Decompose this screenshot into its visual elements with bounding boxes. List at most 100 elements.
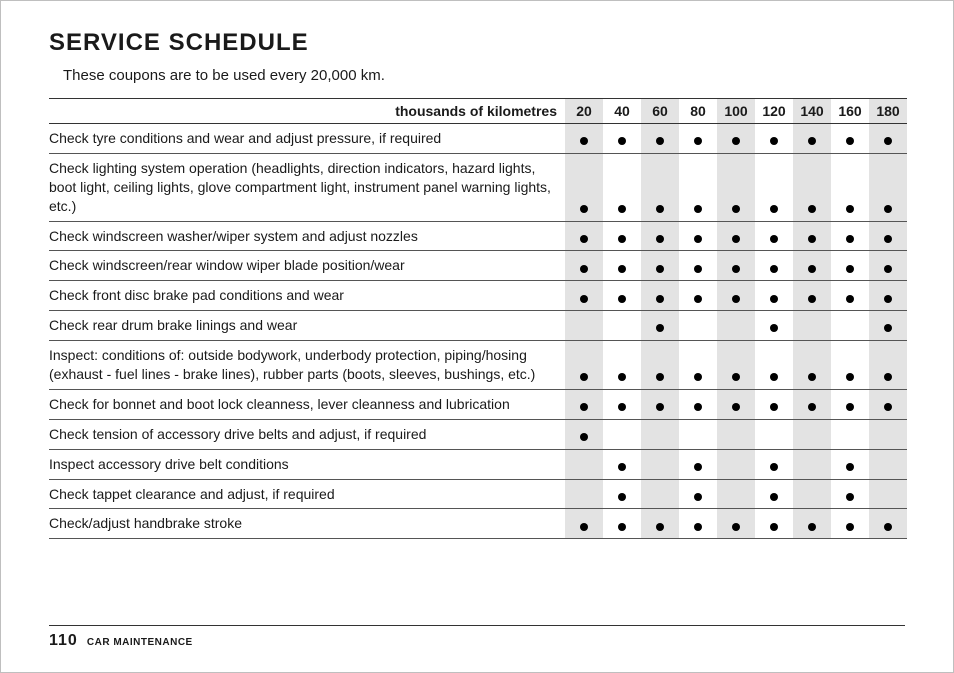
schedule-cell (641, 479, 679, 509)
km-col-header: 120 (755, 99, 793, 124)
row-description: Check/adjust handbrake stroke (49, 509, 565, 539)
dot-icon (808, 373, 816, 381)
dot-icon (618, 265, 626, 273)
dot-icon (808, 295, 816, 303)
dot-icon (732, 137, 740, 145)
schedule-cell (793, 419, 831, 449)
dot-icon (656, 403, 664, 411)
schedule-cell (831, 153, 869, 221)
schedule-cell (869, 389, 907, 419)
schedule-cell (831, 419, 869, 449)
schedule-cell (717, 449, 755, 479)
schedule-cell (755, 251, 793, 281)
schedule-cell (565, 449, 603, 479)
dot-icon (694, 463, 702, 471)
dot-icon (770, 137, 778, 145)
schedule-cell (755, 389, 793, 419)
dot-icon (694, 493, 702, 501)
dot-icon (580, 373, 588, 381)
dot-icon (884, 295, 892, 303)
schedule-cell (565, 509, 603, 539)
schedule-cell (831, 124, 869, 154)
dot-icon (770, 403, 778, 411)
dot-icon (580, 205, 588, 213)
dot-icon (618, 523, 626, 531)
schedule-cell (565, 479, 603, 509)
dot-icon (770, 205, 778, 213)
dot-icon (732, 403, 740, 411)
schedule-cell (755, 341, 793, 390)
dot-icon (618, 403, 626, 411)
dot-icon (656, 523, 664, 531)
km-col-header: 140 (793, 99, 831, 124)
schedule-cell (565, 153, 603, 221)
schedule-cell (565, 281, 603, 311)
dot-icon (732, 295, 740, 303)
schedule-cell (717, 251, 755, 281)
dot-icon (580, 265, 588, 273)
schedule-cell (793, 311, 831, 341)
table-row: Check/adjust handbrake stroke (49, 509, 907, 539)
schedule-cell (603, 221, 641, 251)
dot-icon (618, 205, 626, 213)
schedule-cell (565, 389, 603, 419)
schedule-cell (831, 389, 869, 419)
schedule-cell (603, 509, 641, 539)
schedule-cell (869, 153, 907, 221)
dot-icon (580, 433, 588, 441)
dot-icon (808, 137, 816, 145)
schedule-cell (717, 341, 755, 390)
dot-icon (846, 235, 854, 243)
row-description: Check tappet clearance and adjust, if re… (49, 479, 565, 509)
schedule-cell (717, 479, 755, 509)
table-row: Inspect accessory drive belt conditions (49, 449, 907, 479)
dot-icon (846, 373, 854, 381)
table-row: Check windscreen/rear window wiper blade… (49, 251, 907, 281)
dot-icon (770, 523, 778, 531)
schedule-cell (793, 153, 831, 221)
intro-text: These coupons are to be used every 20,00… (63, 67, 905, 84)
row-description: Check front disc brake pad conditions an… (49, 281, 565, 311)
dot-icon (656, 324, 664, 332)
row-description: Check rear drum brake linings and wear (49, 311, 565, 341)
schedule-cell (565, 311, 603, 341)
dot-icon (770, 265, 778, 273)
dot-icon (580, 295, 588, 303)
schedule-cell (565, 341, 603, 390)
schedule-cell (679, 153, 717, 221)
page-footer: 110 CAR MAINTENANCE (49, 625, 905, 650)
dot-icon (732, 235, 740, 243)
km-col-header: 100 (717, 99, 755, 124)
schedule-cell (679, 479, 717, 509)
schedule-cell (755, 449, 793, 479)
schedule-cell (793, 479, 831, 509)
table-row: Check front disc brake pad conditions an… (49, 281, 907, 311)
schedule-cell (641, 449, 679, 479)
table-body: Check tyre conditions and wear and adjus… (49, 124, 907, 539)
schedule-cell (755, 221, 793, 251)
schedule-cell (869, 341, 907, 390)
schedule-cell (717, 419, 755, 449)
dot-icon (846, 265, 854, 273)
km-col-header: 60 (641, 99, 679, 124)
dot-icon (694, 295, 702, 303)
schedule-cell (755, 509, 793, 539)
section-name: CAR MAINTENANCE (87, 637, 193, 648)
schedule-cell (603, 281, 641, 311)
dot-icon (846, 137, 854, 145)
schedule-cell (793, 389, 831, 419)
schedule-cell (831, 479, 869, 509)
schedule-cell (793, 449, 831, 479)
schedule-cell (869, 449, 907, 479)
km-col-header: 160 (831, 99, 869, 124)
schedule-cell (565, 221, 603, 251)
dot-icon (694, 373, 702, 381)
schedule-cell (755, 153, 793, 221)
schedule-cell (603, 311, 641, 341)
schedule-cell (603, 419, 641, 449)
schedule-cell (565, 124, 603, 154)
header-label: thousands of kilometres (49, 99, 565, 124)
schedule-cell (679, 419, 717, 449)
schedule-cell (641, 251, 679, 281)
schedule-cell (717, 509, 755, 539)
